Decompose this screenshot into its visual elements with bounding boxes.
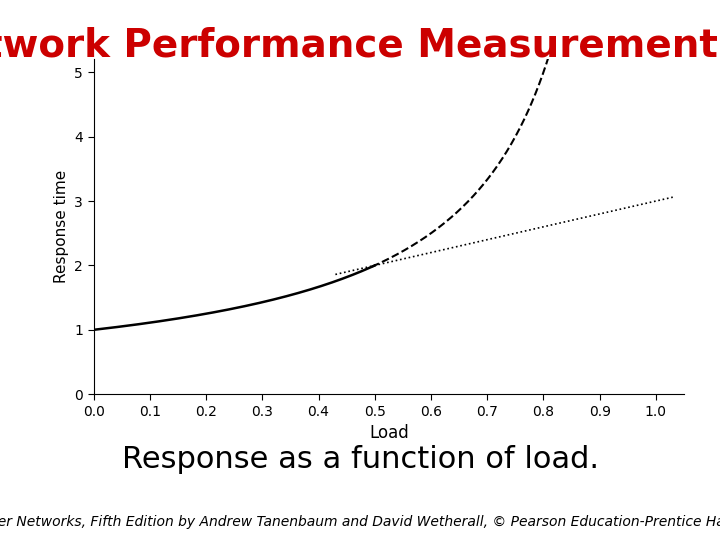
Text: Computer Networks, Fifth Edition by Andrew Tanenbaum and David Wetherall, © Pear: Computer Networks, Fifth Edition by Andr… (0, 515, 720, 529)
Text: Response as a function of load.: Response as a function of load. (122, 446, 598, 475)
Y-axis label: Response time: Response time (54, 170, 68, 284)
Text: Network Performance Measurement (3): Network Performance Measurement (3) (0, 27, 720, 65)
X-axis label: Load: Load (369, 424, 409, 442)
